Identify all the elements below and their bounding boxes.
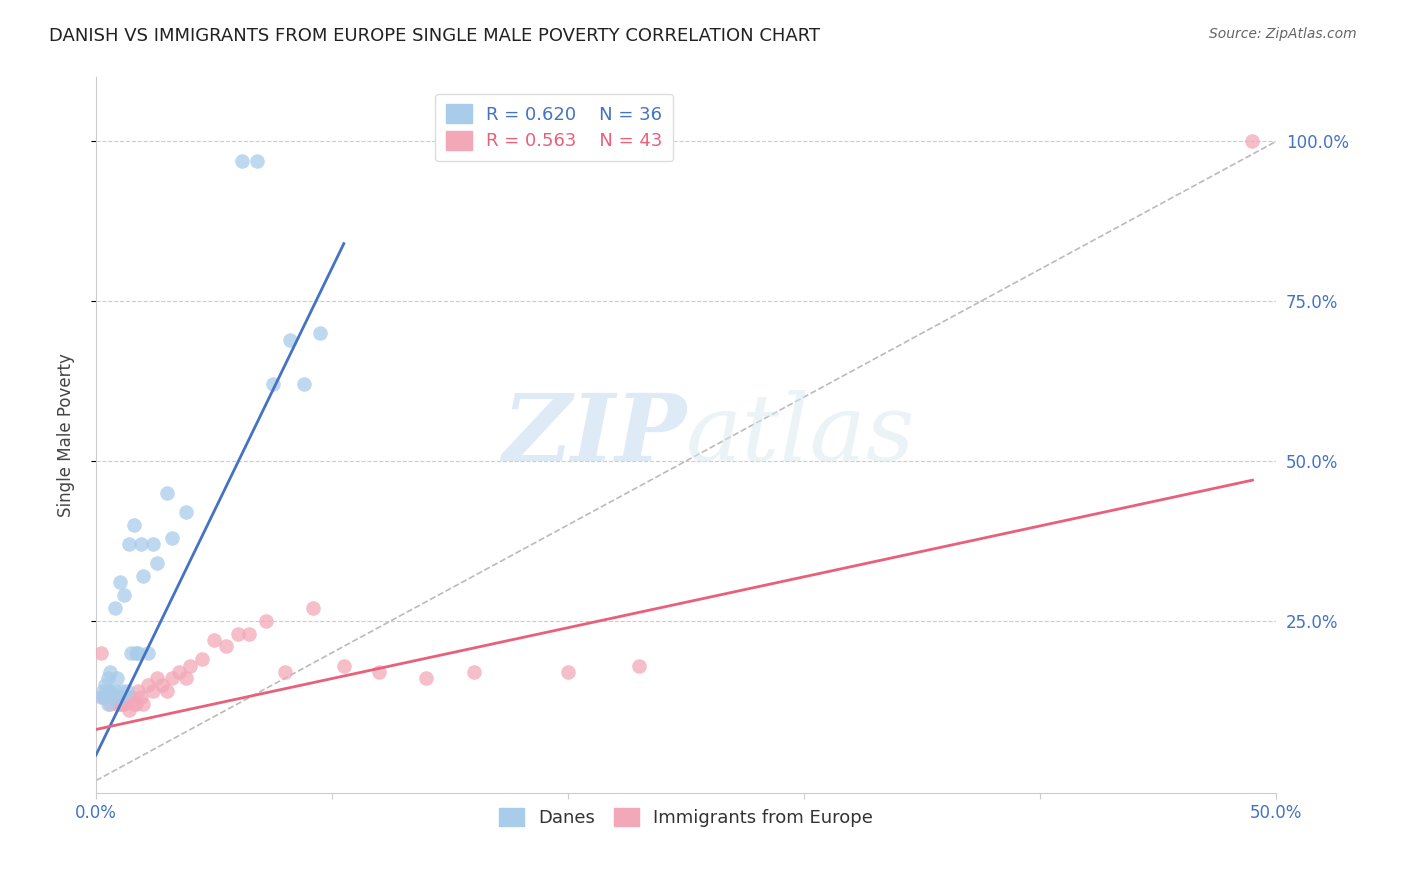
Point [463,665,485,679]
Point [118,537,141,551]
Point [101,690,124,705]
Point [167,665,190,679]
Point [98,697,121,711]
Point [174,671,197,685]
Point [557,665,579,679]
Point [333,658,356,673]
Point [238,626,260,640]
Point [90,646,112,660]
Point [160,671,183,685]
Point [108,697,131,711]
Point [278,333,301,347]
Point [98,665,121,679]
Point [91,690,114,705]
Point [262,377,284,392]
Point [94,690,117,705]
Point [112,588,135,602]
Point [368,665,391,679]
Point [125,646,148,660]
Point [292,377,315,392]
Point [94,690,117,705]
Text: atlas: atlas [686,391,915,481]
Point [97,671,120,685]
Point [309,326,332,340]
Point [128,684,150,698]
Point [160,531,183,545]
Point [111,697,134,711]
Point [97,697,120,711]
Point [627,658,650,673]
Point [132,697,155,711]
Point [146,556,169,570]
Point [215,640,238,654]
Point [101,690,124,705]
Point [105,671,128,685]
Point [129,537,152,551]
Point [128,646,150,660]
Point [129,690,152,705]
Point [179,658,201,673]
Point [112,697,135,711]
Legend: Danes, Immigrants from Europe: Danes, Immigrants from Europe [492,801,880,834]
Point [302,601,325,615]
Point [115,684,138,698]
Point [415,671,437,685]
Point [146,671,169,685]
Text: Source: ZipAtlas.com: Source: ZipAtlas.com [1209,27,1357,41]
Point [202,632,225,647]
Point [136,678,159,692]
Point [132,569,155,583]
Point [105,697,128,711]
Point [115,690,138,705]
Point [156,486,179,500]
Point [104,601,127,615]
Point [1241,134,1264,148]
Point [122,517,145,532]
Point [254,614,277,628]
Point [226,626,249,640]
Point [108,690,131,705]
Point [120,646,142,660]
Point [104,690,127,705]
Point [136,646,159,660]
Point [94,678,117,692]
Point [142,684,165,698]
Text: DANISH VS IMMIGRANTS FROM EUROPE SINGLE MALE POVERTY CORRELATION CHART: DANISH VS IMMIGRANTS FROM EUROPE SINGLE … [49,27,820,45]
Point [191,652,214,666]
Point [174,505,197,519]
Point [122,697,145,711]
Point [97,684,120,698]
Y-axis label: Single Male Poverty: Single Male Poverty [58,353,75,517]
Text: ZIP: ZIP [502,391,686,481]
Point [156,684,179,698]
Point [120,690,142,705]
Point [274,665,297,679]
Point [150,678,173,692]
Point [104,684,127,698]
Point [118,703,141,717]
Point [98,684,121,698]
Point [142,537,165,551]
Point [231,153,253,168]
Point [91,684,114,698]
Point [90,690,112,705]
Point [245,153,267,168]
Point [125,697,148,711]
Point [108,575,131,590]
Point [111,684,134,698]
